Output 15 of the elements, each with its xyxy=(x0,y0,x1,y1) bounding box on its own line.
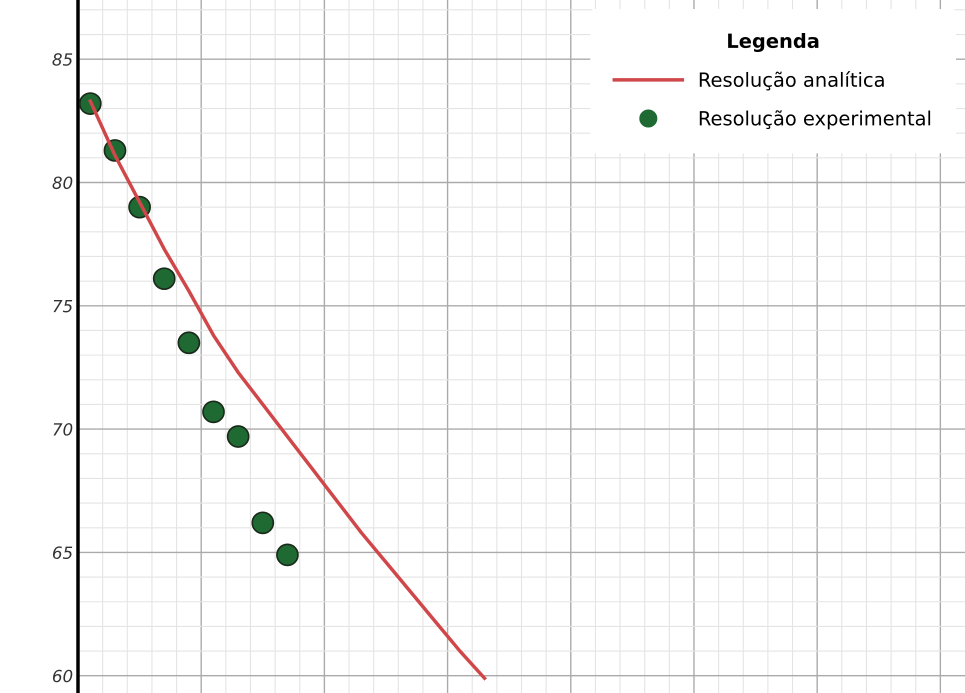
y-tick-label: 75 xyxy=(53,300,72,312)
point xyxy=(226,425,250,448)
y-tick-label: 65 xyxy=(52,546,72,559)
legend-label: Resolução analítica xyxy=(700,71,884,90)
point xyxy=(202,400,225,424)
y-tick-label: 70 xyxy=(53,423,72,436)
y-tick-label: 60 xyxy=(52,670,72,682)
y-tick-label: 85 xyxy=(52,53,72,66)
point xyxy=(276,544,299,566)
legend-label: Resolução experimental xyxy=(700,110,930,130)
point xyxy=(152,267,176,290)
point xyxy=(178,331,200,354)
y-tick-label: 80 xyxy=(52,176,72,190)
legend-title: Legenda xyxy=(728,33,818,52)
point xyxy=(251,511,274,534)
